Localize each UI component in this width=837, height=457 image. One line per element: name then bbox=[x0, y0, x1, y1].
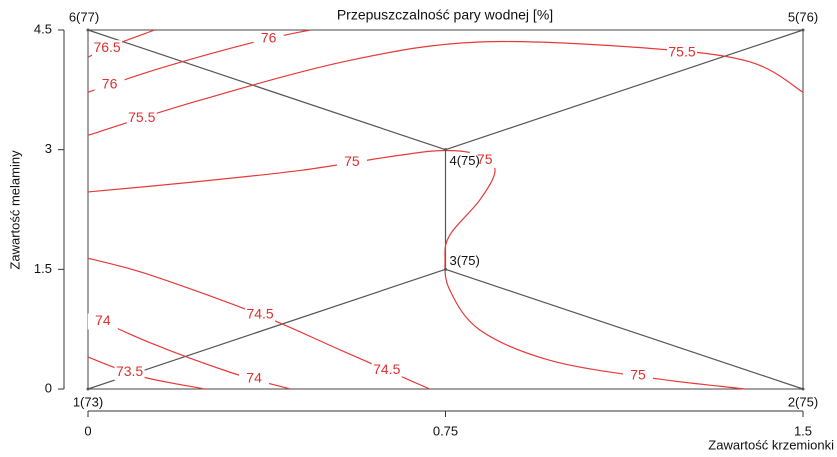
contour-line bbox=[87, 149, 745, 390]
y-tick-label: 4.5 bbox=[34, 21, 52, 36]
y-tick-label: 0 bbox=[45, 380, 52, 395]
contour-label: 75.5 bbox=[128, 109, 155, 125]
contour-label: 76 bbox=[102, 76, 118, 92]
contour-label: 74.5 bbox=[373, 361, 400, 377]
design-point bbox=[801, 28, 805, 32]
contour-label-bg bbox=[87, 313, 118, 330]
contour-label-bg bbox=[336, 154, 367, 171]
y-tick-label: 1.5 bbox=[34, 261, 52, 276]
design-edge bbox=[87, 268, 446, 390]
contour-label-bg bbox=[92, 40, 123, 57]
design-point bbox=[444, 148, 447, 152]
contour-label-bg bbox=[114, 364, 145, 381]
x-tick-label: 1.5 bbox=[794, 423, 812, 438]
design-point bbox=[86, 28, 90, 32]
plot-frame bbox=[87, 29, 804, 390]
contour-line bbox=[87, 356, 205, 390]
x-axis-label: Zawartość krzemionki bbox=[708, 437, 834, 452]
contour-label-bg bbox=[667, 44, 698, 61]
contour-label-bg bbox=[245, 306, 276, 323]
contour-label: 75 bbox=[630, 366, 646, 382]
contour-label: 76.5 bbox=[93, 39, 120, 55]
point-label: 3(75) bbox=[450, 253, 480, 268]
point-label: 2(75) bbox=[788, 394, 818, 409]
y-tick-label: 3 bbox=[45, 141, 52, 156]
contour-label: 75 bbox=[344, 153, 360, 169]
design-point bbox=[801, 387, 805, 391]
contour-label: 74 bbox=[95, 312, 111, 328]
design-edge bbox=[87, 29, 446, 151]
contour-label: 75 bbox=[477, 151, 493, 167]
contour-label: 76 bbox=[261, 30, 277, 46]
design-edge bbox=[445, 268, 804, 390]
point-label: 4(75) bbox=[450, 153, 480, 168]
contour-label: 73.5 bbox=[116, 363, 143, 379]
contour-label-bg bbox=[239, 370, 270, 387]
contour-label-bg bbox=[94, 77, 125, 94]
chart-title: Przepuszczalność pary wodnej [%] bbox=[337, 7, 553, 23]
contour-line bbox=[87, 40, 804, 136]
contour-label-bg bbox=[469, 152, 500, 169]
contour-label-bg bbox=[253, 30, 284, 47]
design-edge bbox=[445, 29, 804, 151]
contour-label: 74.5 bbox=[246, 306, 273, 322]
x-tick-label: 0.75 bbox=[433, 423, 458, 438]
point-label: 5(76) bbox=[788, 9, 818, 24]
design-point bbox=[444, 267, 447, 271]
y-axis-label: Zawartość melaminy bbox=[7, 150, 22, 270]
contour-label-bg bbox=[371, 362, 402, 379]
x-tick-label: 0 bbox=[84, 423, 91, 438]
point-label: 6(77) bbox=[69, 9, 99, 24]
design-point bbox=[86, 387, 90, 391]
contour-label: 75.5 bbox=[668, 43, 695, 59]
point-label: 1(73) bbox=[73, 394, 103, 409]
contour-label-bg bbox=[622, 367, 653, 384]
contour-label: 74 bbox=[246, 370, 262, 386]
contour-label-bg bbox=[126, 110, 157, 127]
